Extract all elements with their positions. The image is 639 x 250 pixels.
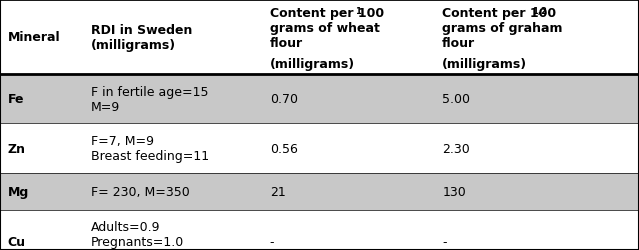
Text: (milligrams): (milligrams)	[442, 57, 527, 70]
Text: RDI in Sweden
(milligrams): RDI in Sweden (milligrams)	[91, 24, 192, 52]
Text: Mg: Mg	[8, 186, 29, 198]
Text: 0.56: 0.56	[270, 142, 298, 155]
Text: Mineral: Mineral	[8, 31, 60, 44]
Text: Content per 100
grams of wheat
flour: Content per 100 grams of wheat flour	[270, 7, 384, 50]
Text: Fe: Fe	[8, 93, 24, 106]
Text: -: -	[442, 236, 447, 248]
Text: 0.70: 0.70	[270, 93, 298, 106]
Text: 1: 1	[355, 7, 361, 16]
Text: Zn: Zn	[8, 142, 26, 155]
Text: F=7, M=9
Breast feeding=11: F=7, M=9 Breast feeding=11	[91, 135, 209, 163]
Text: 2.30: 2.30	[442, 142, 470, 155]
Text: F= 230, M=350: F= 230, M=350	[91, 186, 190, 198]
Text: -: -	[270, 236, 274, 248]
Text: 21: 21	[270, 186, 286, 198]
Text: F in fertile age=15
M=9: F in fertile age=15 M=9	[91, 86, 208, 113]
Text: Adults=0.9
Pregnants=1.0
Breast feeding=1.3: Adults=0.9 Pregnants=1.0 Breast feeding=…	[91, 220, 213, 250]
Text: 1,2: 1,2	[532, 7, 546, 16]
Text: 130: 130	[442, 186, 466, 198]
Text: Cu: Cu	[8, 236, 26, 248]
Text: Content per 100
grams of graham
flour: Content per 100 grams of graham flour	[442, 7, 563, 50]
Text: (milligrams): (milligrams)	[270, 57, 355, 70]
Text: 5.00: 5.00	[442, 93, 470, 106]
